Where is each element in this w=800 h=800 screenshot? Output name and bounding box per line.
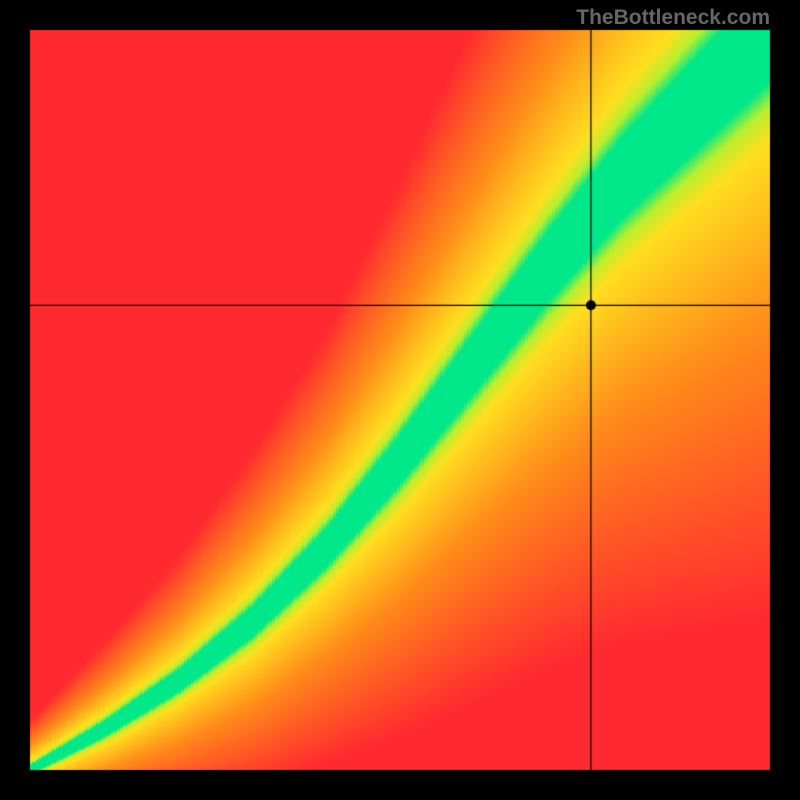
chart-container: TheBottleneck.com <box>0 0 800 800</box>
heatmap-canvas <box>0 0 800 800</box>
watermark-text: TheBottleneck.com <box>576 6 770 30</box>
